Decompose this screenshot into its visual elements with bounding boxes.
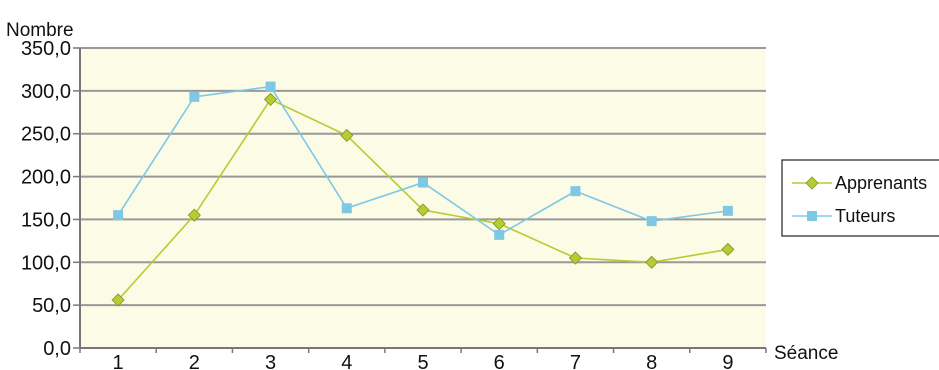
x-axis-title: Séance <box>774 343 838 364</box>
y-tick-label: 200,0 <box>21 167 71 189</box>
data-point <box>187 208 201 222</box>
x-tick-label: 1 <box>113 352 124 370</box>
x-tick-label: 4 <box>341 352 352 370</box>
y-axis-title: Nombre <box>6 20 74 41</box>
x-tick-label: 6 <box>494 352 505 370</box>
data-point <box>568 251 583 265</box>
data-point <box>341 203 352 214</box>
y-tick-label: 300,0 <box>21 81 71 103</box>
axes: 0,0 50,0 100,0 150,0 200,0 250,0 300,0 350,0 1 2 3… <box>21 38 767 370</box>
data-point <box>645 255 659 269</box>
data-point <box>570 186 581 197</box>
plot-area <box>80 48 766 348</box>
y-tick-label: 0,0 <box>43 338 71 360</box>
x-tick-label: 8 <box>646 352 657 370</box>
data-point <box>494 229 505 240</box>
data-point <box>111 293 125 307</box>
legend: Apprenants Tuteurs <box>781 159 939 237</box>
data-point <box>113 210 124 221</box>
x-tick-label: 2 <box>189 352 200 370</box>
data-point <box>416 203 430 217</box>
data-point <box>646 216 657 227</box>
y-tick-label: 350,0 <box>21 38 71 60</box>
x-tick-label: 7 <box>570 352 581 370</box>
legend-box <box>781 159 939 237</box>
x-tick-label: 9 <box>722 352 733 370</box>
y-tick-label: 50,0 <box>32 295 71 317</box>
legend-label: Tuteurs <box>835 206 895 226</box>
series-layer <box>111 81 735 307</box>
y-tick-label: 100,0 <box>21 252 71 274</box>
data-point <box>263 92 278 106</box>
x-tick-label: 5 <box>417 352 428 370</box>
data-point <box>265 81 276 92</box>
data-point <box>340 128 354 142</box>
y-tick-label: 250,0 <box>21 124 71 146</box>
legend-marker <box>805 176 819 190</box>
data-point <box>492 217 506 231</box>
legend-marker <box>807 211 817 221</box>
series-apprenants <box>111 92 735 307</box>
y-tick-label: 150,0 <box>21 209 71 231</box>
data-point <box>189 91 200 102</box>
series-tuteurs <box>113 81 733 240</box>
legend-label: Apprenants <box>835 173 927 193</box>
data-point <box>418 177 428 188</box>
data-point <box>721 242 735 256</box>
x-tick-label: 3 <box>265 352 276 370</box>
data-point <box>722 205 733 216</box>
